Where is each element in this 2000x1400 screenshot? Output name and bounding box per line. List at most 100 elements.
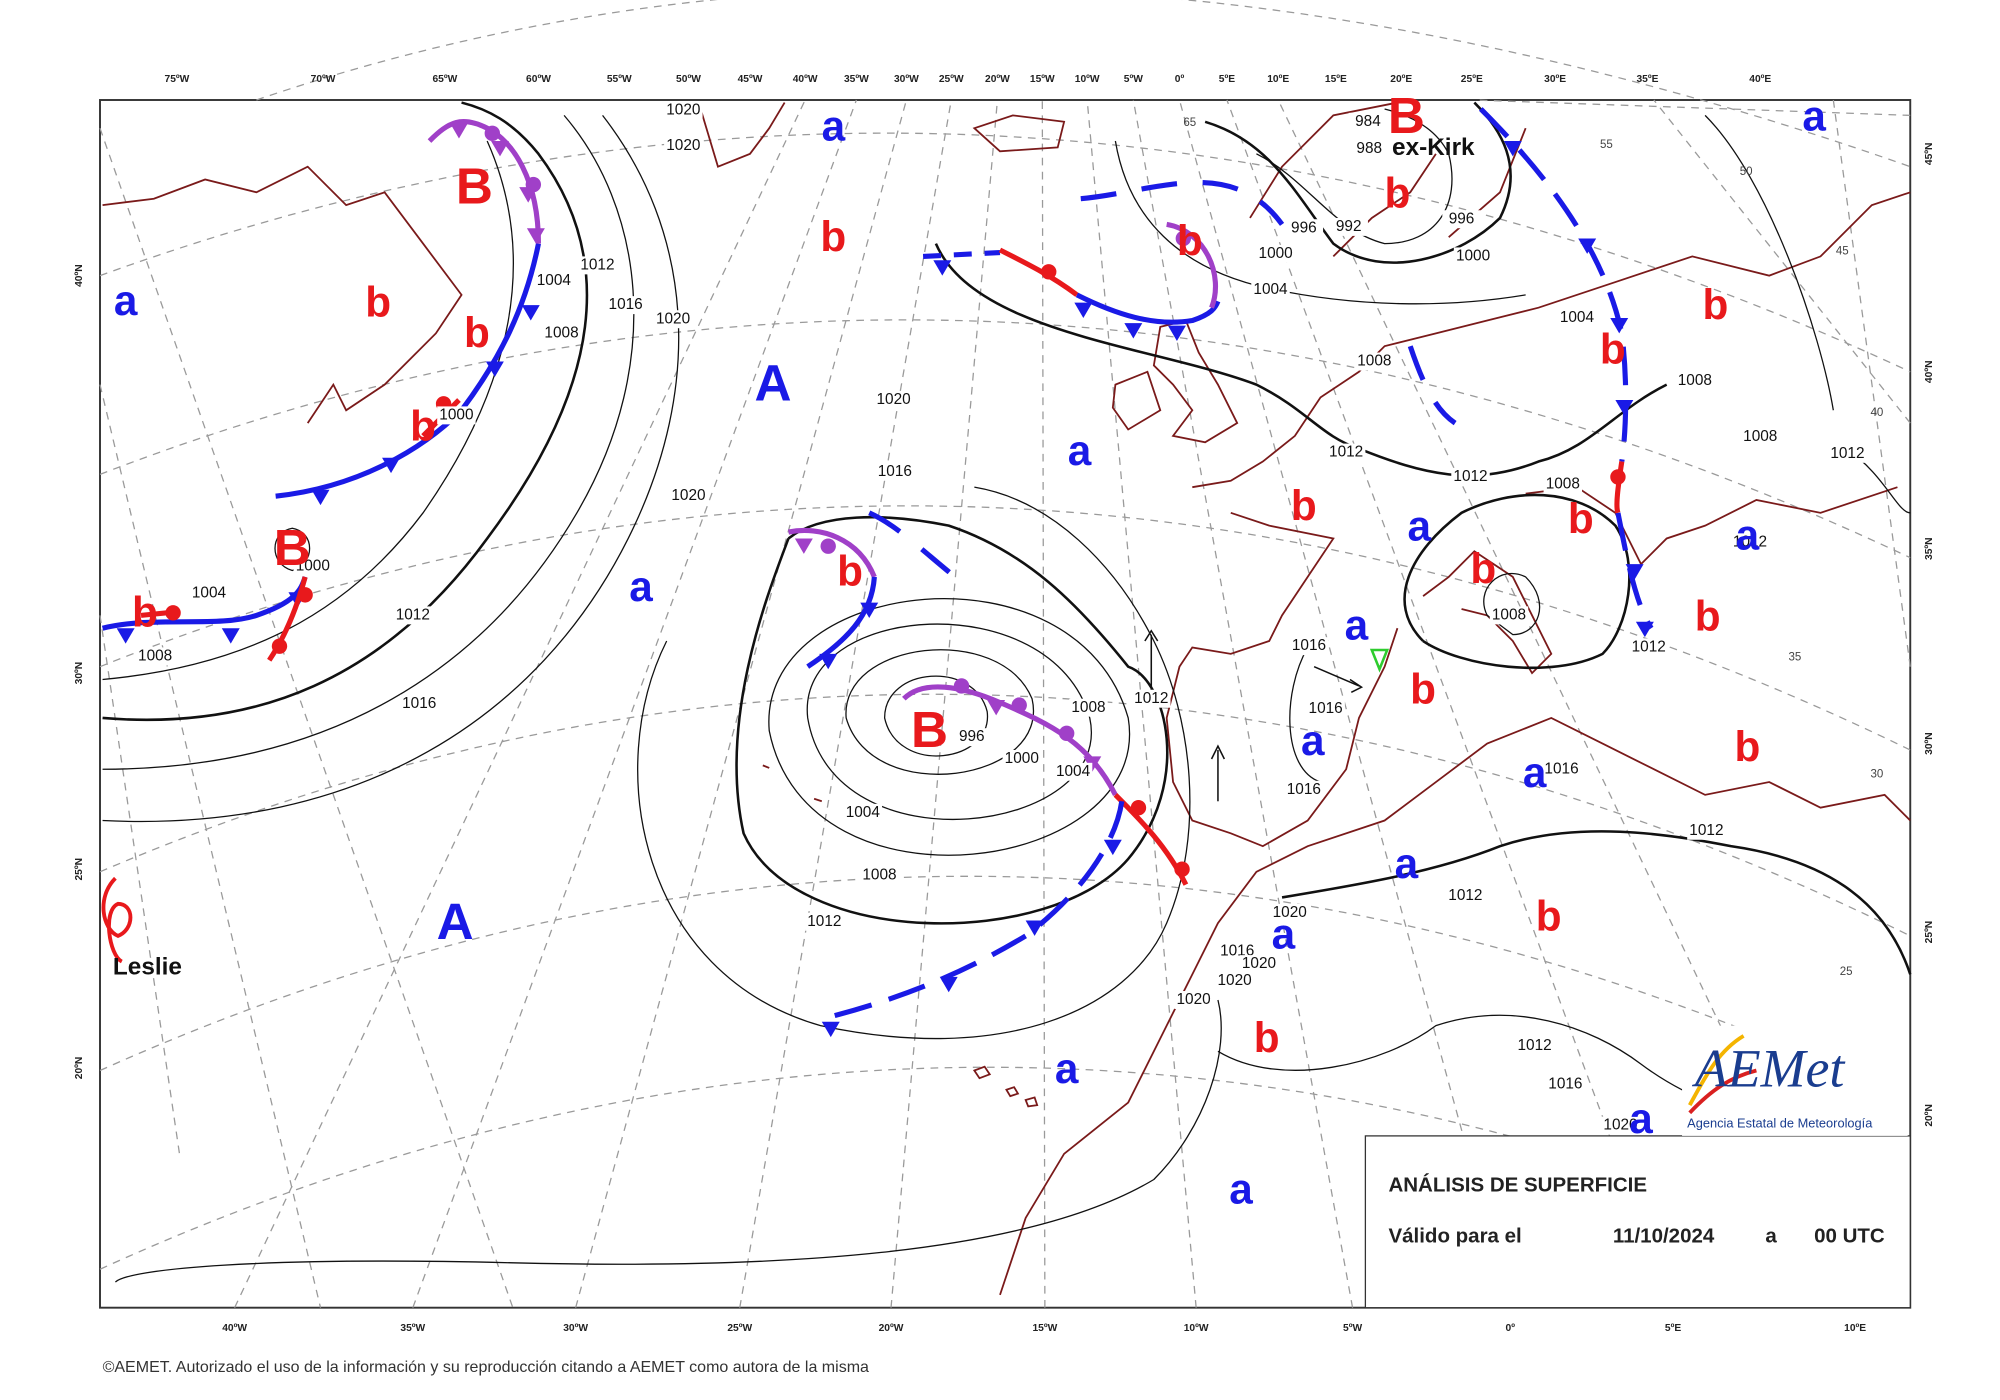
- pressure-center: b: [1536, 892, 1562, 939]
- front-semicircle: [1610, 469, 1626, 485]
- latitude-label: 40ºN: [74, 264, 85, 287]
- front-semicircle: [1011, 697, 1027, 713]
- longitude-label: 75ºW: [165, 74, 190, 85]
- pressure-center: a: [1068, 427, 1092, 474]
- inner-latitude-label: 65: [1183, 117, 1196, 129]
- front-line: [819, 800, 1125, 1022]
- isobar: [845, 649, 1035, 775]
- pressure-center: b: [1735, 723, 1761, 770]
- pressure-center: a: [1301, 717, 1325, 764]
- isobar-label-bg: [1828, 444, 1867, 463]
- isobar-label-bg: [1451, 467, 1490, 486]
- isobar-label: 1016: [1292, 637, 1326, 654]
- longitude-label: 20ºW: [879, 1323, 904, 1334]
- isobar-label-bg: [664, 101, 703, 120]
- longitude-label: 25ºW: [727, 1323, 752, 1334]
- isobar-label-bg: [400, 694, 439, 713]
- pressure-center: b: [837, 548, 863, 595]
- front-semicircle: [271, 638, 288, 654]
- isobar-label: 1012: [1518, 1037, 1552, 1054]
- pressure-center: a: [1802, 92, 1826, 139]
- longitude-label: 45ºW: [738, 74, 763, 85]
- isobar-label: 1016: [609, 296, 643, 313]
- front-semicircle: [1130, 800, 1147, 816]
- longitude-label: 55ºW: [607, 74, 632, 85]
- isobar-label: 1012: [1830, 445, 1864, 462]
- isobar-label: 1012: [396, 606, 430, 623]
- isobar-label: 1008: [1357, 353, 1391, 370]
- front-line: [1407, 345, 1457, 426]
- pressure-center: a: [1055, 1045, 1079, 1092]
- latitude-label: 20ºN: [74, 1057, 85, 1080]
- longitude-label: 5ºE: [1665, 1323, 1681, 1334]
- isobar-label-bg: [1002, 750, 1042, 768]
- parallel: [99, 1066, 1911, 1283]
- isobar-label-bg: [669, 487, 708, 506]
- parallel: [99, 505, 1911, 751]
- isobar-label: 1012: [1134, 690, 1168, 707]
- logo-mark: AEMet: [1692, 1039, 1846, 1099]
- coast-north-america: [102, 165, 463, 424]
- isobar-label: 1020: [876, 391, 910, 408]
- isobar-label: 1008: [544, 324, 578, 341]
- isobar-label-bg: [1675, 371, 1715, 390]
- meridian: [1832, 99, 1911, 667]
- longitude-label: 15ºE: [1325, 74, 1347, 85]
- pressure-center: a: [629, 563, 653, 610]
- isobar-label-bg: [1442, 210, 1481, 229]
- isobar: [1281, 830, 1912, 975]
- front-triangle: [1025, 920, 1044, 936]
- isobar: [735, 515, 1169, 925]
- inner-latitude-label: 50: [1740, 166, 1753, 178]
- isobar: [1204, 101, 1512, 264]
- pressure-center: a: [1395, 840, 1419, 887]
- isobar-label-bg: [952, 728, 992, 747]
- front-semicircle: [484, 125, 500, 142]
- info-date: 11/10/2024: [1613, 1225, 1715, 1248]
- coast-italy: [1422, 550, 1553, 675]
- front-triangle: [933, 260, 952, 276]
- front-semicircle: [1174, 861, 1190, 877]
- isobar-label-bg: [1730, 533, 1770, 552]
- pressure-center: a: [1523, 749, 1547, 796]
- isobar-label: 996: [1291, 219, 1317, 236]
- isobar-label-bg: [542, 324, 581, 343]
- wind-arrow-head: [1210, 744, 1226, 760]
- front-semicircle: [165, 605, 181, 621]
- hurricane-symbol: [101, 876, 133, 964]
- longitude-label: 10ºE: [1844, 1323, 1866, 1334]
- isobar: [637, 486, 1191, 1040]
- front-line: [1166, 221, 1218, 309]
- pressure-center: b: [1600, 326, 1626, 373]
- isobar-label-bg: [1132, 689, 1171, 708]
- pressure-center: b: [464, 309, 490, 356]
- isobar-label: 984: [1355, 113, 1381, 130]
- isobar-label-bg: [1355, 352, 1394, 371]
- coast-africa: [999, 716, 1911, 1296]
- latitude-label: 45ºN: [1924, 143, 1935, 166]
- longitude-label: 5ºW: [1343, 1323, 1362, 1334]
- isobar-label: 988: [1356, 140, 1382, 157]
- longitude-label: 35ºW: [844, 74, 869, 85]
- front-triangle: [1578, 238, 1597, 254]
- isobar-label: 1016: [1544, 760, 1578, 777]
- coast-iberia: [1165, 511, 1399, 848]
- front-line: [868, 510, 957, 579]
- pressure-center: b: [1254, 1014, 1280, 1061]
- isobar-label-bg: [1239, 955, 1279, 974]
- pressure-center: b: [1470, 545, 1496, 592]
- pressure-center: b: [1385, 169, 1411, 216]
- meridian: [1653, 99, 1911, 424]
- logo: AEMet Agencia Estatal de Meteorología: [1682, 1025, 1908, 1136]
- isobar-label: 1008: [1071, 699, 1105, 716]
- isobar-label: 1008: [1678, 372, 1712, 389]
- longitude-label: 15ºW: [1030, 74, 1055, 85]
- longitude-label: 0º: [1175, 74, 1185, 85]
- front-line: [101, 576, 308, 631]
- isobar-label-bg: [1270, 903, 1309, 922]
- latitude-label: 25ºN: [74, 858, 85, 881]
- isobar-label: 1000: [439, 406, 473, 423]
- front-line: [1080, 180, 1285, 226]
- isobar-label-bg: [1306, 700, 1345, 718]
